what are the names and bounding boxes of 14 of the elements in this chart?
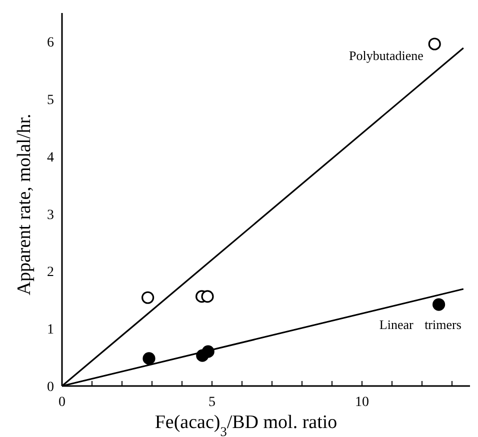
y-tick-label: 4 [47, 150, 54, 166]
y-tick-label: 5 [47, 93, 54, 108]
y-tick-label: 0 [47, 380, 54, 395]
x-axis-title: Fe(acac)$_{3}$/BD mol. ratio [154, 412, 338, 437]
x-tick-label: 10 [355, 395, 369, 410]
series-label: Linear trimers [379, 317, 462, 332]
y-tick-label: 1 [47, 322, 54, 338]
y-tick-label: 2 [47, 265, 54, 280]
y-axis-title: Apparent rate, molal/hr. [14, 114, 35, 296]
x-tick-label: 5 [208, 395, 216, 410]
y-tick-label: 6 [47, 36, 54, 51]
series-label: Polybutadiene [349, 48, 424, 64]
y-tick-label: 3 [47, 208, 54, 223]
x-tick-label: 0 [58, 395, 66, 410]
